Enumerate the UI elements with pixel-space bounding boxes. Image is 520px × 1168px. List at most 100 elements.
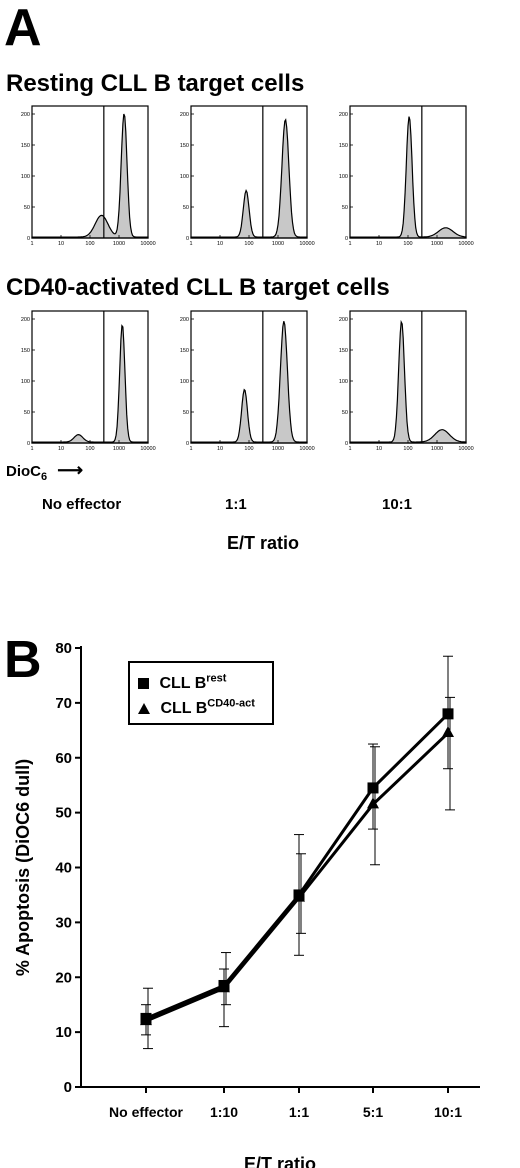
x-tick-label: 100 [403,241,412,247]
y-tick-label: 150 [180,143,189,149]
x-tick-label: 1000 [272,446,284,452]
y-tick-label: 40 [55,860,72,877]
y-tick-label: 50 [24,410,30,416]
x-tick-label: 10 [376,241,382,247]
panel-b-letter: B [4,631,42,689]
y-tick-label: 150 [339,143,348,149]
condition-label-10-1: 10:1 [382,496,413,513]
y-tick-label: 50 [342,205,348,211]
x-tick-label: 1 [348,446,351,452]
y-tick-label: 20 [55,969,72,986]
y-tick-label: 100 [180,379,189,385]
x-tick-label: 1 [30,446,33,452]
panel-a-letter: A [4,0,42,57]
x-tick-label: 5:1 [363,1104,383,1120]
histogram-1-0: 200 150 100 50 01 10 100 1000 10000 [21,310,156,452]
legend-box: CLL Brest CLL BCD40-act [128,661,274,725]
row-title-cd40: CD40-activated CLL B target cells [6,274,390,301]
y-tick-label: 150 [339,348,348,354]
x-tick-label: 1:1 [289,1104,309,1120]
y-tick-label: 150 [21,348,30,354]
legend-label-rest: CLL Brest [159,673,227,693]
y-tick-label: 200 [180,317,189,323]
x-tick-label: 1 [189,446,192,452]
x-tick-label: 1000 [113,241,125,247]
histogram-curve [190,321,308,444]
dioc6-axis-label: DioC6 ⟶ [6,460,84,483]
y-tick-label: 100 [21,379,30,385]
y-tick-label: 0 [345,236,348,242]
x-tick-label: 10000 [299,241,314,247]
x-tick-label: 10000 [458,446,473,452]
triangle-marker-icon [138,702,150,714]
y-tick-label: 50 [55,805,72,822]
y-tick-label: 200 [339,317,348,323]
x-tick-label: 1000 [113,446,125,452]
x-tick-label: 10 [58,446,64,452]
y-tick-label: 30 [55,914,72,931]
histogram-0-1: 200 150 100 50 01 10 100 1000 10000 [180,105,315,247]
condition-label-1-1: 1:1 [225,496,247,513]
x-tick-label: 10 [58,241,64,247]
y-axis-title: % Apoptosis (DiOC6 dull) [13,759,33,976]
x-tick-label: 100 [403,446,412,452]
y-tick-label: 50 [342,410,348,416]
x-tick-label: 100 [244,446,253,452]
line-chart: 0 10 20 30 40 50 60 70 80 No effector 1:10 1:1 5:1 10… [13,640,480,1168]
y-tick-label: 200 [339,112,348,118]
legend-item-cd40: CLL BCD40-act [138,698,255,718]
legend-item-rest: CLL Brest [138,673,226,693]
x-tick-label: 1000 [272,241,284,247]
y-tick-label: 10 [55,1024,72,1041]
y-tick-label: 0 [345,441,348,447]
y-tick-label: 50 [183,410,189,416]
x-tick-label: 1000 [431,241,443,247]
y-tick-label: 0 [186,441,189,447]
y-tick-label: 0 [27,441,30,447]
y-tick-label: 100 [180,174,189,180]
series-line [145,732,450,1023]
histogram-1-1: 200 150 100 50 01 10 100 1000 10000 [180,310,315,452]
histogram-frame [31,310,149,444]
condition-label-no-effector: No effector [42,496,122,513]
x-tick-label: 10000 [140,241,155,247]
triangle-point [442,726,454,738]
series-line [145,712,450,1020]
x-tick-label: 1 [348,241,351,247]
triangle-point [140,1014,152,1026]
square-point [367,782,379,794]
x-axis-title: E/T ratio [244,1154,316,1168]
y-tick-label: 50 [24,205,30,211]
series-triangle [140,696,455,1050]
y-tick-label: 100 [339,379,348,385]
panel-a-xlabel: E/T ratio [227,533,300,553]
histogram-frame [31,105,149,239]
arrow-right-icon: ⟶ [57,460,84,480]
y-tick-label: 60 [55,750,72,767]
histogram-curve [190,118,308,239]
y-tick-label: 150 [180,348,189,354]
x-tick-label: 1:10 [210,1104,238,1120]
y-tick-label: 50 [183,205,189,211]
x-tick-label: 100 [85,446,94,452]
histogram-curve [31,113,149,239]
y-tick-label: 200 [180,112,189,118]
x-tick-label: 10:1 [434,1104,462,1120]
histogram-curve [31,324,149,444]
y-tick-label: 0 [186,236,189,242]
x-tick-label: 1 [30,241,33,247]
y-tick-label: 150 [21,143,30,149]
x-tick-label: 100 [85,241,94,247]
histogram-0-2: 200 150 100 50 01 10 100 1000 10000 [339,105,474,247]
y-tick-label: 200 [21,317,30,323]
triangle-point [218,981,230,993]
square-point [442,708,454,720]
histogram-curve [349,319,467,444]
histogram-curve [349,116,467,239]
x-tick-label: No effector [109,1104,183,1120]
x-tick-label: 10 [376,446,382,452]
triangle-point [367,797,379,809]
triangle-point [293,890,305,902]
x-tick-label: 10000 [299,446,314,452]
x-tick-label: 1000 [431,446,443,452]
